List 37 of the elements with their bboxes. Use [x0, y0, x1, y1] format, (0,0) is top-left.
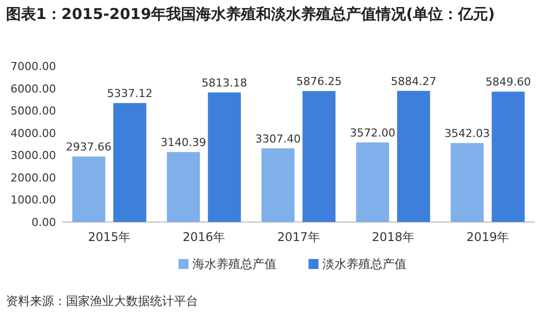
data-label: 3572.00 [350, 126, 396, 140]
bar [302, 91, 336, 222]
data-label: 2937.66 [66, 140, 112, 154]
bar [113, 103, 146, 222]
text: 资料来源：国家渔业大数据统计平台 [6, 294, 198, 308]
data-label: 5876.25 [296, 75, 342, 88]
data-label: 5884.27 [390, 74, 436, 88]
legend-label: 海水养殖总产值 [192, 257, 276, 271]
chart-title: 图表1：2015-2019年我国海水养殖和淡水养殖总产值情况(单位：亿元) [6, 4, 496, 24]
x-tick-label: 2017年 [277, 230, 320, 244]
x-tick-label: 2015年 [88, 230, 131, 244]
bar [166, 152, 200, 222]
bar [492, 92, 525, 222]
y-tick-label: 3000.00 [10, 149, 56, 162]
y-tick-label: 4000.00 [10, 126, 56, 140]
x-tick-label: 2018年 [372, 230, 414, 244]
data-label: 3542.03 [444, 127, 490, 140]
data-label: 3140.39 [160, 136, 206, 150]
bar [450, 143, 484, 222]
y-tick-label: 2000.00 [10, 171, 56, 184]
bar [262, 148, 294, 222]
y-tick-label: 6000.00 [10, 82, 56, 96]
bar [208, 92, 241, 222]
bar [356, 142, 390, 222]
x-tick-label: 2016年 [182, 230, 226, 244]
y-tick-label: 5000.00 [10, 104, 56, 118]
y-tick-label: 7000.00 [10, 60, 56, 73]
y-tick-label: 0.00 [32, 216, 56, 229]
y-tick-label: 1000.00 [10, 194, 56, 207]
bar [397, 90, 430, 222]
data-label: 5337.12 [107, 87, 153, 100]
data-label: 3307.40 [255, 132, 301, 146]
legend-label: 淡水养殖总产值 [322, 257, 406, 271]
data-label: 5849.60 [485, 76, 531, 89]
bar [72, 156, 106, 222]
x-tick-label: 2019年 [466, 230, 509, 244]
data-label: 5813.18 [202, 76, 248, 90]
